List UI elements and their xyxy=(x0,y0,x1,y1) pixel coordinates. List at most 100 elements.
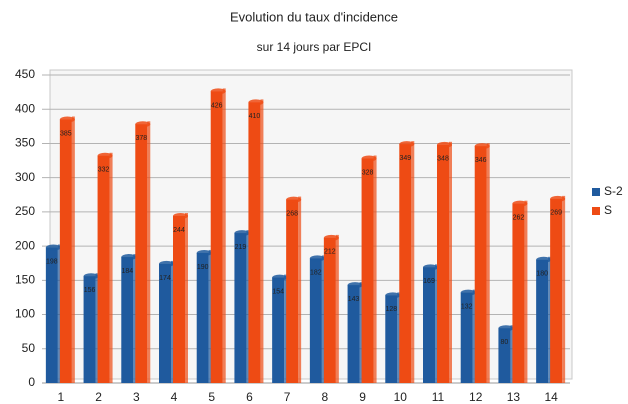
x-tick-label: 12 xyxy=(469,390,483,404)
bar xyxy=(173,215,185,383)
value-label: 80 xyxy=(501,339,509,346)
legend-swatch xyxy=(592,188,600,196)
bar-cap xyxy=(159,260,174,267)
bar-cap xyxy=(399,141,415,148)
bar-side xyxy=(57,244,61,383)
x-tick-label: 10 xyxy=(394,390,408,404)
bar-side xyxy=(222,88,226,383)
x-tick-label: 3 xyxy=(133,390,140,404)
bar-side xyxy=(171,260,174,383)
bar xyxy=(83,276,96,383)
value-label: 169 xyxy=(423,278,435,285)
chart-title: Evolution du taux d'incidence xyxy=(230,9,398,24)
value-label: 143 xyxy=(348,296,360,303)
y-tick-label: 150 xyxy=(15,273,35,287)
bar-side xyxy=(486,143,490,383)
bar-cap xyxy=(135,121,151,128)
y-tick-label: 300 xyxy=(15,170,35,184)
bar-side xyxy=(133,254,137,383)
value-label: 198 xyxy=(46,258,58,265)
bar-side xyxy=(411,141,415,383)
bar xyxy=(97,155,110,383)
bar-cap xyxy=(210,88,226,95)
y-tick-label: 100 xyxy=(15,307,35,321)
value-label: 346 xyxy=(475,157,487,164)
bar-side xyxy=(208,249,212,383)
x-tick-label: 2 xyxy=(95,390,102,404)
legend-swatch xyxy=(592,207,600,215)
bar-cap xyxy=(347,282,363,289)
bar-cap xyxy=(437,141,452,148)
bar-cap xyxy=(309,255,325,262)
bar-side xyxy=(260,99,264,383)
bar-cap xyxy=(45,244,61,251)
bar-cap xyxy=(474,143,490,150)
bar-side xyxy=(524,200,528,383)
bar-side xyxy=(321,255,325,383)
bar-side xyxy=(298,196,302,383)
bar xyxy=(45,247,58,383)
bar xyxy=(272,277,285,383)
bar-cap xyxy=(97,152,113,159)
x-tick-label: 14 xyxy=(544,390,558,404)
bar xyxy=(474,146,487,383)
bar-side xyxy=(359,282,363,383)
x-tick-label: 8 xyxy=(322,390,329,404)
value-label: 349 xyxy=(399,155,411,162)
legend-label: S-2 xyxy=(604,184,623,198)
bar-side xyxy=(185,212,188,383)
bar-side xyxy=(246,230,250,383)
bar xyxy=(550,198,563,383)
value-label: 128 xyxy=(385,306,397,313)
bar-cap xyxy=(83,273,99,280)
x-tick-label: 9 xyxy=(359,390,366,404)
bar-side xyxy=(562,195,566,383)
bar xyxy=(248,102,261,383)
bar xyxy=(536,259,549,383)
bar-side xyxy=(284,274,288,383)
bar-side xyxy=(435,264,438,383)
bar-side xyxy=(147,121,151,383)
bar-cap xyxy=(196,249,212,256)
bar xyxy=(385,295,398,383)
value-label: 262 xyxy=(513,215,525,222)
bar-side xyxy=(449,141,452,383)
bar xyxy=(512,203,525,383)
value-label: 219 xyxy=(235,244,247,251)
bar xyxy=(323,237,336,383)
value-label: 174 xyxy=(159,275,171,282)
bar xyxy=(196,252,209,383)
bar-cap xyxy=(173,212,188,219)
bar xyxy=(59,119,72,383)
x-tick-label: 11 xyxy=(432,390,445,404)
bar xyxy=(423,267,435,383)
y-tick-label: 50 xyxy=(22,341,36,355)
bar xyxy=(286,199,299,383)
y-tick-label: 250 xyxy=(15,204,35,218)
bar-cap xyxy=(423,264,438,271)
bar-cap xyxy=(121,254,137,261)
bar-cap xyxy=(460,289,476,296)
value-label: 268 xyxy=(286,210,298,217)
bar-cap xyxy=(234,230,250,237)
value-label: 180 xyxy=(536,271,548,278)
value-label: 182 xyxy=(310,269,322,276)
bar xyxy=(437,144,449,383)
value-label: 410 xyxy=(249,113,261,120)
bar-cap xyxy=(272,274,288,281)
bar xyxy=(309,258,322,383)
bar-cap xyxy=(59,116,75,123)
value-label: 378 xyxy=(135,135,147,142)
bar-side xyxy=(472,289,476,383)
value-label: 269 xyxy=(550,210,562,217)
x-tick-label: 6 xyxy=(246,390,253,404)
bar xyxy=(347,285,360,383)
bar-cap xyxy=(498,325,514,332)
y-tick-label: 450 xyxy=(15,67,35,81)
bar-cap xyxy=(323,234,339,241)
value-label: 244 xyxy=(173,227,185,234)
bar-cap xyxy=(536,256,552,263)
x-tick-label: 7 xyxy=(284,390,291,404)
x-tick-label: 13 xyxy=(507,390,521,404)
bar xyxy=(159,263,171,383)
